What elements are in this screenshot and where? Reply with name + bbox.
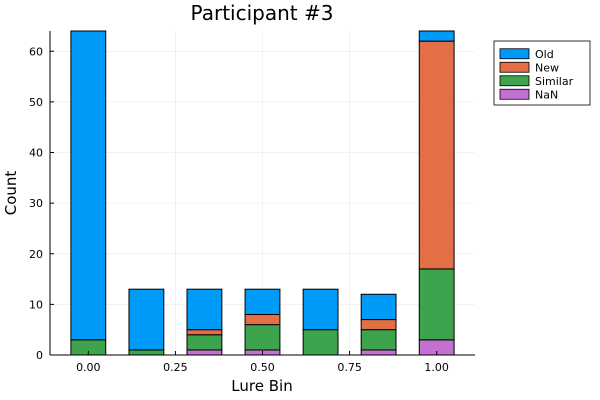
bar-new-3 [244, 314, 281, 326]
x-tick-label-1: 0.25 [163, 361, 188, 374]
legend-swatch-new [499, 61, 530, 73]
y-tick-label-4: 40 [29, 147, 43, 160]
bars-layer [70, 30, 455, 356]
legend-label-old: Old [535, 48, 554, 61]
x-tick-label-4: 1.00 [424, 361, 449, 374]
bar-old-3 [244, 288, 281, 315]
bar-similar-3 [244, 324, 281, 351]
legend-label-nan: NaN [535, 88, 558, 101]
x-tick-label-2: 0.50 [250, 361, 275, 374]
bar-old-2 [186, 288, 223, 331]
chart-title: Participant #3 [191, 1, 334, 25]
bar-old-4 [302, 288, 339, 331]
y-tick-label-2: 20 [29, 248, 43, 261]
axes-layer [49, 31, 475, 356]
x-axis-title: Lure Bin [231, 377, 292, 395]
y-axis-title: Count [2, 171, 20, 216]
bar-similar-1 [128, 349, 165, 356]
bar-old-6 [418, 30, 455, 42]
bar-nan-5 [360, 349, 397, 356]
bar-new-2 [186, 329, 223, 336]
bar-similar-5 [360, 329, 397, 351]
x-tick-label-3: 0.75 [337, 361, 362, 374]
legend-label-similar: Similar [535, 75, 574, 88]
bar-similar-6 [418, 268, 455, 341]
legend-swatch-nan [499, 88, 530, 100]
legend-swatch-similar [499, 75, 530, 87]
y-tick-label-3: 30 [29, 197, 43, 210]
bar-similar-4 [302, 329, 339, 356]
bar-old-5 [360, 293, 397, 321]
bar-similar-2 [186, 334, 223, 351]
y-tick-label-0: 0 [36, 349, 43, 362]
bar-old-1 [128, 288, 165, 351]
y-tick-label-1: 10 [29, 298, 43, 311]
legend-label-new: New [535, 61, 559, 74]
y-tick-label-5: 50 [29, 96, 43, 109]
y-tick-label-6: 60 [29, 45, 43, 58]
legend-swatch-old [499, 48, 530, 60]
bar-old-0 [70, 30, 107, 341]
bar-new-5 [360, 319, 397, 331]
grid-lines [50, 31, 475, 356]
bar-new-6 [418, 40, 455, 270]
bar-nan-2 [186, 349, 223, 356]
x-tick-label-0: 0.00 [76, 361, 101, 374]
tick-labels-layer: 0.00 0.25 0.50 0.75 1.00 0 10 20 30 40 50 60 [29, 45, 449, 374]
